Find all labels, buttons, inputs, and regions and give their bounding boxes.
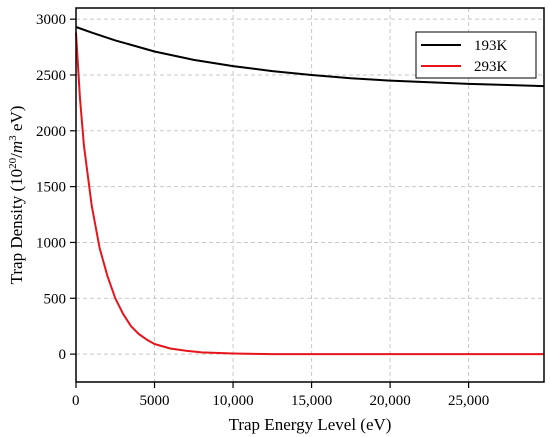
x-tick-label: 20,000 bbox=[369, 393, 410, 409]
x-axis-ticks: 0 5000 10,000 15,000 20,000 25,000 bbox=[72, 382, 489, 409]
x-tick-label: 25,000 bbox=[448, 393, 489, 409]
plot-frame bbox=[75, 7, 545, 383]
legend: 193K 293K bbox=[415, 31, 537, 79]
legend-label: 293K bbox=[474, 59, 508, 75]
y-tick-label: 0 bbox=[59, 347, 67, 363]
y-tick-label: 2500 bbox=[36, 68, 66, 84]
y-title-unit: m bbox=[7, 141, 26, 153]
y-title-sup2: 3 bbox=[7, 135, 19, 141]
y-title-sup1: 20 bbox=[7, 157, 19, 169]
y-tick-label: 3000 bbox=[36, 12, 66, 28]
x-tick-label: 0 bbox=[72, 393, 80, 409]
y-tick-label: 2000 bbox=[36, 124, 66, 140]
series-layer bbox=[75, 26, 545, 356]
x-tick-label: 5000 bbox=[140, 393, 170, 409]
series-line-193k bbox=[75, 26, 545, 88]
x-axis-title: Trap Energy Level (eV) bbox=[229, 415, 392, 434]
legend-box bbox=[415, 31, 537, 79]
legend-label: 193K bbox=[474, 38, 508, 54]
x-tick-label: 15,000 bbox=[291, 393, 332, 409]
y-title-suffix: eV) bbox=[7, 106, 26, 136]
y-axis-title: Trap Density (1020/m3 eV) bbox=[7, 106, 26, 285]
y-axis-ticks: 0 500 1000 1500 2000 2500 3000 bbox=[36, 12, 76, 363]
x-tick-label: 10,000 bbox=[212, 393, 253, 409]
y-title-prefix: Trap Density (10 bbox=[7, 169, 26, 285]
y-tick-label: 1000 bbox=[36, 235, 66, 251]
y-tick-label: 500 bbox=[44, 291, 67, 307]
y-title-mid: / bbox=[7, 153, 26, 158]
y-tick-label: 1500 bbox=[36, 180, 66, 196]
series-line-293k bbox=[75, 32, 544, 356]
